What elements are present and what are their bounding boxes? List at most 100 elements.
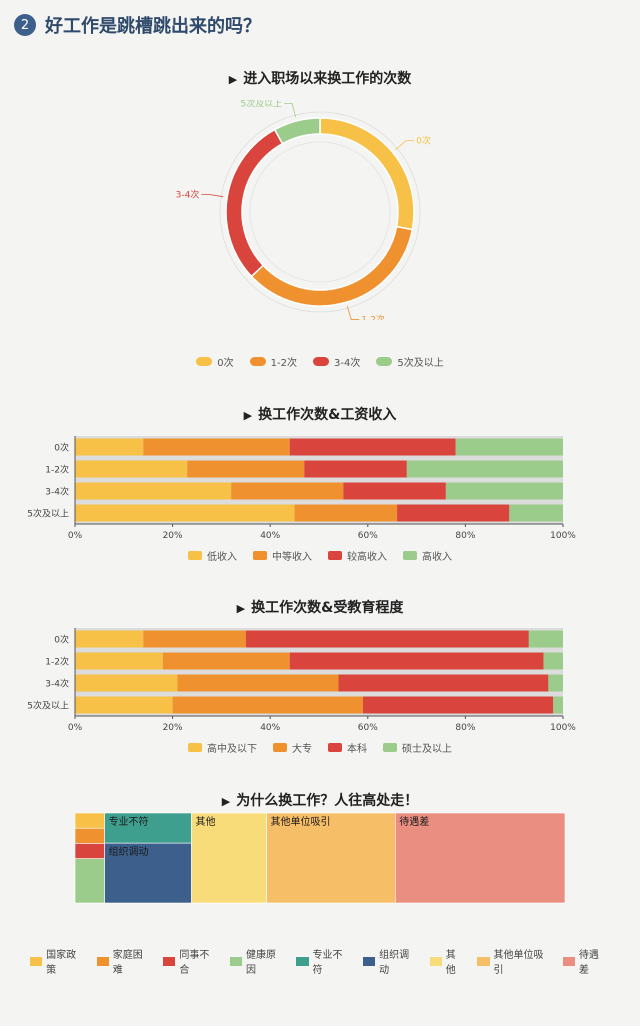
treemap-cell	[191, 812, 267, 904]
treemap-cell	[74, 827, 105, 844]
treemap-cell	[394, 812, 566, 904]
bar-segment	[289, 438, 456, 456]
x-tick-label: 0%	[68, 723, 83, 733]
donut-slice-label: 1-2次	[361, 314, 385, 320]
legend-label: 5次及以上	[397, 358, 444, 369]
donut-legend: 0次 1-2次 3-4次 5次及以上	[0, 354, 640, 369]
category-tick-label: 0次	[54, 442, 69, 454]
bar-segment	[172, 696, 363, 714]
donut-slice-label: 5次及以上	[240, 100, 282, 110]
donut-chart-title-row: ▶ 进入职场以来换工作的次数	[0, 68, 640, 88]
bar-segment	[294, 504, 398, 522]
donut-chart-title: 进入职场以来换工作的次数	[243, 71, 412, 87]
x-tick-label: 20%	[163, 723, 183, 733]
section-number-badge: 2	[14, 14, 36, 36]
legend-swatch	[273, 743, 287, 752]
bar-segment	[75, 696, 173, 714]
treemap-cell-label: 待遇差	[399, 815, 429, 828]
bar-segment	[338, 674, 549, 692]
legend-label: 硕士及以上	[402, 744, 452, 755]
donut-slice-label: 0次	[416, 135, 431, 147]
bar-segment	[289, 652, 544, 670]
legend-item: 硕士及以上	[383, 740, 452, 755]
bar-segment	[362, 696, 554, 714]
legend-swatch	[229, 956, 242, 966]
legend-swatch	[188, 551, 202, 560]
legend-item: 0次	[196, 354, 234, 369]
legend-swatch	[196, 357, 213, 366]
reason-chart-title: 为什么换工作？人往高处走！	[236, 793, 419, 809]
legend-item: 国家政策	[30, 946, 84, 976]
bar-segment	[543, 652, 563, 670]
treemap-cell	[74, 858, 105, 904]
section-header: 2 好工作是跳槽跳出来的吗？	[14, 10, 261, 40]
legend-swatch	[249, 357, 266, 366]
x-tick-label: 80%	[455, 531, 475, 541]
treemap-cell-label: 其他	[195, 815, 215, 828]
legend-label: 1-2次	[270, 358, 297, 369]
category-tick-label: 3-4次	[45, 678, 69, 690]
legend-item: 5次及以上	[376, 354, 444, 369]
bar-segment	[75, 482, 232, 500]
legend-swatch	[328, 743, 342, 752]
bar-segment	[406, 460, 563, 478]
treemap-cell-label: 组织调动	[109, 845, 149, 858]
x-tick-label: 60%	[358, 531, 378, 541]
bar-segment	[187, 460, 305, 478]
legend-swatch	[96, 956, 109, 966]
legend-swatch	[296, 956, 309, 966]
category-tick-label: 0次	[54, 634, 69, 646]
legend-item: 同事不合	[163, 946, 217, 976]
donut-slice-label: 3-4次	[176, 188, 200, 200]
x-tick-label: 100%	[550, 723, 576, 733]
legend-item: 中等收入	[253, 548, 312, 563]
legend-label: 大专	[292, 744, 312, 755]
donut-leader-line	[346, 305, 360, 320]
income-chart-title-row: ▶ 换工作次数&工资收入	[0, 404, 640, 424]
legend-item: 高收入	[403, 548, 452, 563]
category-tick-label: 5次及以上	[27, 700, 69, 712]
edu-bar-chart: 0次 1-2次 3-4次 5次及以上 0% 20% 40% 60% 80% 100%	[27, 628, 576, 733]
legend-item: 1-2次	[249, 354, 297, 369]
legend-item: 其他	[429, 946, 465, 976]
donut-chart: 0次 1-2次 3-4次 5次及以上	[176, 100, 431, 320]
x-tick-label: 40%	[260, 723, 280, 733]
donut-leader-line	[201, 194, 224, 198]
legend-label: 其他单位吸引	[493, 950, 544, 976]
legend-item: 待遇差	[562, 946, 607, 976]
legend-label: 专业不符	[312, 950, 343, 976]
donut-slice-item-0	[319, 117, 415, 231]
legend-swatch	[477, 956, 490, 966]
treemap-cell	[266, 812, 396, 904]
x-tick-label: 80%	[455, 723, 475, 733]
legend-swatch	[383, 743, 397, 752]
bar-segment	[75, 438, 144, 456]
legend-swatch	[328, 551, 342, 560]
treemap-cell-label: 其他单位吸引	[271, 815, 331, 828]
legend-swatch	[429, 956, 442, 966]
bar-segment	[231, 482, 344, 500]
reason-chart-title-row: ▶ 为什么换工作？人往高处走！	[0, 790, 640, 810]
legend-label: 高收入	[422, 552, 452, 563]
donut-leader-line	[395, 140, 415, 150]
edu-chart-title-row: ▶ 换工作次数&受教育程度	[0, 597, 640, 617]
bar-segment	[509, 504, 563, 522]
x-tick-label: 0%	[68, 531, 83, 541]
bar-segment	[397, 504, 510, 522]
legend-label: 中等收入	[272, 552, 312, 563]
triangle-icon: ▶	[243, 409, 253, 422]
edu-chart-title: 换工作次数&受教育程度	[251, 600, 404, 616]
bar-segment	[177, 674, 339, 692]
bar-segment	[162, 652, 290, 670]
bar-segment	[455, 438, 563, 456]
legend-label: 组织调动	[379, 950, 410, 976]
legend-label: 待遇差	[578, 950, 599, 976]
treemap-cell	[104, 842, 192, 904]
legend-label: 健康原因	[245, 950, 276, 976]
bar-segment	[553, 696, 563, 714]
reason-legend: 国家政策 家庭困难 同事不合 健康原因 专业不符 组织调动 其他 其他单位吸引 待遇差	[30, 946, 620, 976]
legend-label: 同事不合	[179, 950, 210, 976]
section-title: 好工作是跳槽跳出来的吗？	[45, 16, 261, 37]
x-tick-label: 60%	[358, 723, 378, 733]
legend-swatch	[562, 956, 575, 966]
